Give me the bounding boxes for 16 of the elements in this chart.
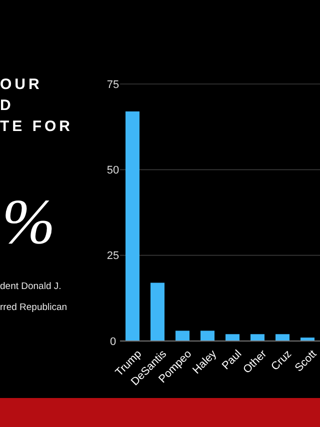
bar xyxy=(126,111,140,341)
y-tick-label: 75 xyxy=(106,78,120,91)
bar xyxy=(250,334,264,341)
text: % xyxy=(2,186,56,257)
bar xyxy=(276,334,290,341)
bar xyxy=(200,330,214,341)
text: OUR D TE FOR xyxy=(0,76,73,135)
text: rred Republican xyxy=(0,302,68,313)
y-tick-label: 25 xyxy=(106,250,120,262)
y-tick-label: 50 xyxy=(106,164,120,177)
x-tick-label: Cruz xyxy=(269,348,294,373)
bar xyxy=(226,334,240,341)
y-tick-label: 0 xyxy=(110,336,116,348)
bar xyxy=(176,330,190,341)
text: dent Donald J. xyxy=(0,281,62,292)
bar xyxy=(150,282,164,341)
